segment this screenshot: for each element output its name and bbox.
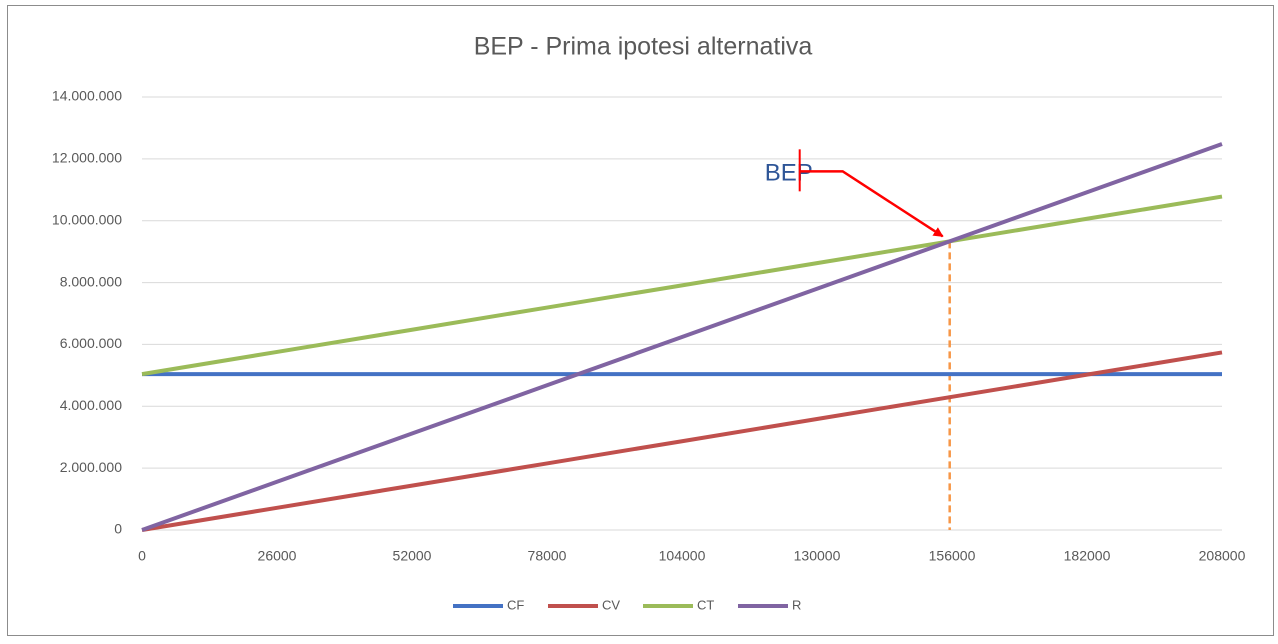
y-tick-label: 10.000.000 (52, 211, 122, 227)
y-tick-label: 8.000.000 (60, 273, 122, 289)
legend-label: CV (602, 597, 620, 612)
x-tick-label: 52000 (393, 548, 432, 564)
x-tick-label: 182000 (1064, 548, 1111, 564)
series-line (141, 194, 1223, 377)
legend-label: R (792, 597, 801, 612)
annotation-arrow (799, 170, 944, 238)
series-line (141, 142, 1223, 532)
chart-title: BEP - Prima ipotesi alternativa (474, 33, 813, 61)
legend-label: CF (507, 597, 524, 612)
x-tick-label: 156000 (929, 548, 976, 564)
annotation-label: BEP (765, 160, 813, 187)
x-tick-label: 130000 (794, 548, 841, 564)
legend-label: CT (697, 597, 714, 612)
x-tick-label: 104000 (659, 548, 706, 564)
y-tick-label: 14.000.000 (52, 88, 122, 104)
x-tick-label: 0 (138, 548, 146, 564)
y-tick-label: 2.000.000 (60, 459, 122, 475)
series-line (141, 350, 1223, 532)
x-tick-label: 78000 (528, 548, 567, 564)
x-tick-label: 26000 (258, 548, 297, 564)
x-tick-label: 208000 (1199, 548, 1246, 564)
y-tick-label: 6.000.000 (60, 335, 122, 351)
y-tick-label: 12.000.000 (52, 150, 122, 166)
chart-border (7, 5, 1274, 636)
y-tick-label: 4.000.000 (60, 397, 122, 413)
y-tick-label: 0 (114, 521, 122, 537)
